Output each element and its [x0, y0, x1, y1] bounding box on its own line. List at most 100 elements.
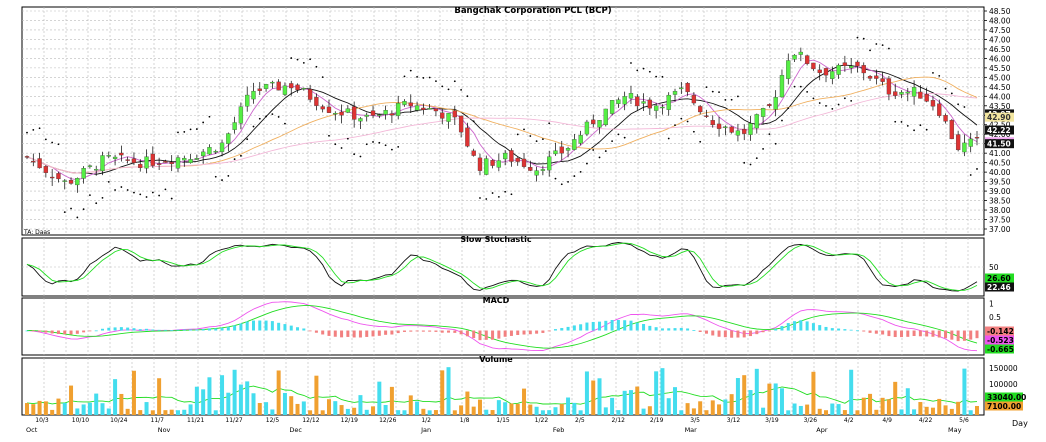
volume-bar: [289, 396, 294, 415]
macd-histogram-bar: [749, 330, 753, 337]
volume-bar: [912, 409, 917, 415]
macd-histogram-bar: [491, 330, 495, 340]
sar-dot: [862, 37, 865, 40]
candle-body: [547, 156, 552, 171]
macd-panel-title: MACD: [483, 296, 510, 305]
sar-dot: [831, 108, 834, 110]
sar-dot: [768, 133, 771, 136]
candle-body: [188, 159, 193, 164]
sar-dot: [479, 197, 481, 199]
candle-body: [867, 76, 873, 79]
volume-bar: [742, 375, 747, 415]
sar-dot: [881, 44, 884, 47]
sar-dot: [655, 75, 658, 78]
sar-dot: [894, 120, 897, 123]
candle-body: [943, 115, 948, 122]
volume-bar: [553, 407, 558, 415]
macd-histogram-bar: [711, 330, 715, 336]
candle-body: [226, 133, 231, 144]
candle-body: [893, 91, 898, 96]
sar-dot: [340, 147, 343, 149]
macd-histogram-bar: [239, 323, 243, 331]
candle-body: [823, 68, 829, 76]
macd-histogram-bar: [862, 330, 866, 332]
macd-histogram-bar: [931, 330, 935, 337]
volume-bar: [691, 408, 696, 415]
volume-tag-bg: [985, 392, 1023, 402]
chart-grid: [22, 7, 984, 415]
sar-dot: [692, 130, 695, 133]
ma-slowest-line: [26, 92, 978, 174]
candle-body: [194, 158, 200, 160]
volume-bar: [201, 389, 206, 415]
sar-dot: [825, 104, 827, 107]
sar-dot: [397, 146, 400, 148]
sar-dot: [548, 122, 551, 125]
candle-body: [427, 108, 432, 110]
candle-body: [94, 169, 99, 171]
macd-histogram-bar: [220, 327, 224, 331]
x-axis-date-label: 4/2: [844, 417, 854, 424]
sar-dot: [284, 122, 286, 125]
candle-body: [433, 108, 439, 112]
macd-histogram-bar: [38, 330, 42, 332]
sar-dot: [806, 90, 809, 93]
candle-body: [408, 102, 413, 107]
x-axis-date-label: 1/22: [535, 417, 549, 424]
volume-bar: [540, 410, 545, 415]
candle-body: [251, 90, 256, 100]
macd-histogram-bar: [925, 330, 929, 337]
sar-dot: [384, 144, 387, 147]
price-axis-label: 41.00: [989, 149, 1011, 158]
macd-histogram-bar: [629, 320, 633, 331]
sar-dot: [560, 183, 563, 186]
macd-histogram-bar: [598, 321, 602, 331]
volume-bar: [113, 379, 118, 415]
volume-bar: [572, 402, 577, 415]
macd-histogram-bar: [730, 330, 734, 338]
macd-histogram-bar: [44, 330, 48, 333]
candle-body: [767, 104, 772, 106]
x-axis-date-label: 11/27: [225, 417, 242, 424]
volume-axis-label: 100000: [989, 380, 1018, 389]
candle-body: [106, 155, 111, 157]
price-axis-label: 42.50: [989, 121, 1011, 130]
sar-dot: [63, 211, 66, 214]
macd-histogram-bar: [75, 330, 79, 334]
candle-body: [213, 151, 218, 153]
chart-labels: 48.5048.0047.5047.0046.5046.0045.5045.00…: [26, 7, 1026, 434]
volume-bar: [660, 368, 665, 415]
volume-bar: [597, 378, 602, 415]
volume-tag-label: 7100.00: [987, 402, 1021, 411]
macd-histogram-bar: [944, 330, 948, 339]
candle-body: [314, 97, 319, 106]
volume-bar: [213, 410, 218, 415]
candle-body: [131, 158, 137, 163]
candle-body: [578, 135, 583, 144]
sar-dot: [309, 58, 312, 61]
candle-body: [515, 157, 520, 162]
volume-bar: [824, 410, 829, 415]
ma-slow-line: [26, 76, 978, 174]
sar-dot: [183, 131, 186, 133]
sar-dot: [636, 69, 639, 72]
macd-histogram-bar: [402, 330, 406, 332]
volume-bar: [717, 404, 722, 415]
panel-frame-0: [21, 6, 985, 236]
volume-bar: [761, 407, 766, 415]
sar-dot: [837, 103, 840, 106]
sar-dot: [516, 133, 519, 136]
sar-dot: [686, 120, 689, 123]
volume-bar: [308, 410, 313, 415]
volume-bar: [849, 369, 854, 415]
volume-bar: [427, 410, 432, 415]
candle-body: [163, 161, 168, 163]
sar-dot: [762, 148, 764, 150]
sar-dot: [334, 143, 337, 146]
macd-histogram-bar: [428, 330, 432, 332]
sar-dot: [409, 69, 412, 72]
volume-bar: [509, 403, 514, 415]
candle-body: [352, 106, 357, 120]
x-axis-date-label: 4/22: [919, 417, 933, 424]
sar-dot: [76, 216, 79, 219]
